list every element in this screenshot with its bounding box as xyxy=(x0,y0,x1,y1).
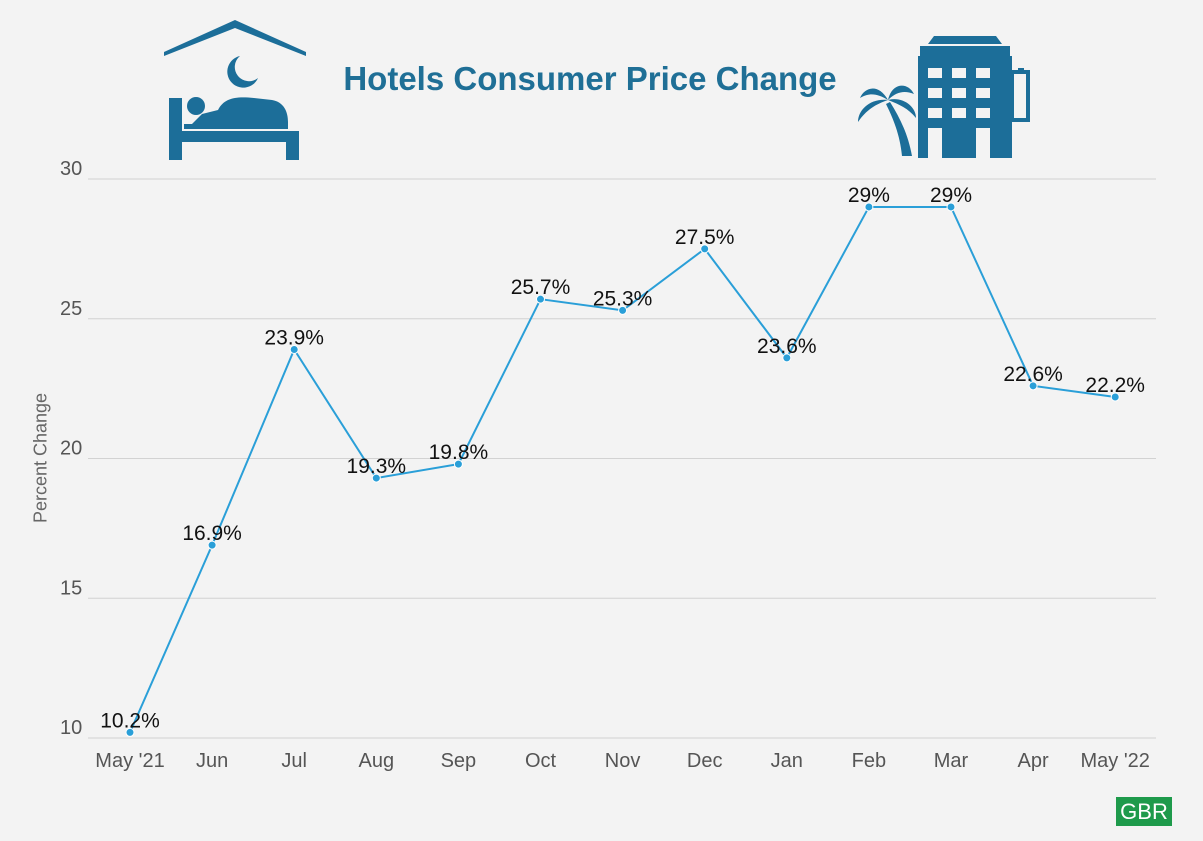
data-label: 22.6% xyxy=(1003,363,1063,386)
data-label: 16.9% xyxy=(182,522,242,545)
data-label: 23.9% xyxy=(264,326,324,349)
data-point xyxy=(618,305,628,315)
hotel-building-icon xyxy=(918,36,1030,158)
y-tick-label: 10 xyxy=(60,717,82,739)
data-point xyxy=(782,353,792,363)
y-tick-label: 30 xyxy=(60,158,82,180)
x-tick-label: Jan xyxy=(771,750,803,772)
data-label: 23.6% xyxy=(757,335,817,358)
chart-title: Hotels Consumer Price Change xyxy=(343,60,837,97)
x-tick-label: Mar xyxy=(934,750,969,772)
y-tick-label: 20 xyxy=(60,438,82,460)
x-tick-label: Jun xyxy=(196,750,228,772)
data-point xyxy=(125,727,135,737)
data-point xyxy=(864,202,874,212)
x-tick-label: Aug xyxy=(359,750,395,772)
data-label: 19.3% xyxy=(347,455,407,478)
data-point xyxy=(946,202,956,212)
series-line xyxy=(129,205,1116,733)
data-label: 22.2% xyxy=(1085,374,1145,397)
x-tick-label: Oct xyxy=(525,750,557,772)
data-label: 25.7% xyxy=(511,276,571,299)
data-label: 27.5% xyxy=(675,226,735,249)
x-tick-label: Sep xyxy=(441,750,477,772)
y-tick-label: 25 xyxy=(60,298,82,320)
x-tick-label: May '22 xyxy=(1080,750,1149,772)
data-label: 19.8% xyxy=(429,441,489,464)
data-point xyxy=(453,459,463,469)
x-tick-label: Feb xyxy=(852,750,886,772)
data-point xyxy=(700,244,710,254)
brand-badge: GBR xyxy=(1116,797,1172,826)
data-point xyxy=(1110,392,1120,402)
data-point xyxy=(536,294,545,304)
y-axis-label: Percent Change xyxy=(30,392,51,524)
x-tick-label: May '21 xyxy=(95,750,164,772)
x-tick-label: Nov xyxy=(605,750,641,772)
data-point xyxy=(207,540,217,550)
palm-tree-icon xyxy=(858,85,916,156)
x-tick-label: Dec xyxy=(687,750,723,772)
x-tick-label: Jul xyxy=(281,750,307,772)
data-label: 29% xyxy=(848,184,890,207)
x-tick-label: Apr xyxy=(1018,750,1049,772)
bed-sleeping-icon xyxy=(164,20,306,160)
y-tick-label: 15 xyxy=(60,577,82,599)
data-point xyxy=(289,344,299,354)
data-label: 25.3% xyxy=(593,287,653,310)
data-label: 29% xyxy=(930,184,972,207)
data-label: 10.2% xyxy=(100,709,160,732)
data-point xyxy=(371,473,381,483)
data-point xyxy=(1028,381,1038,391)
